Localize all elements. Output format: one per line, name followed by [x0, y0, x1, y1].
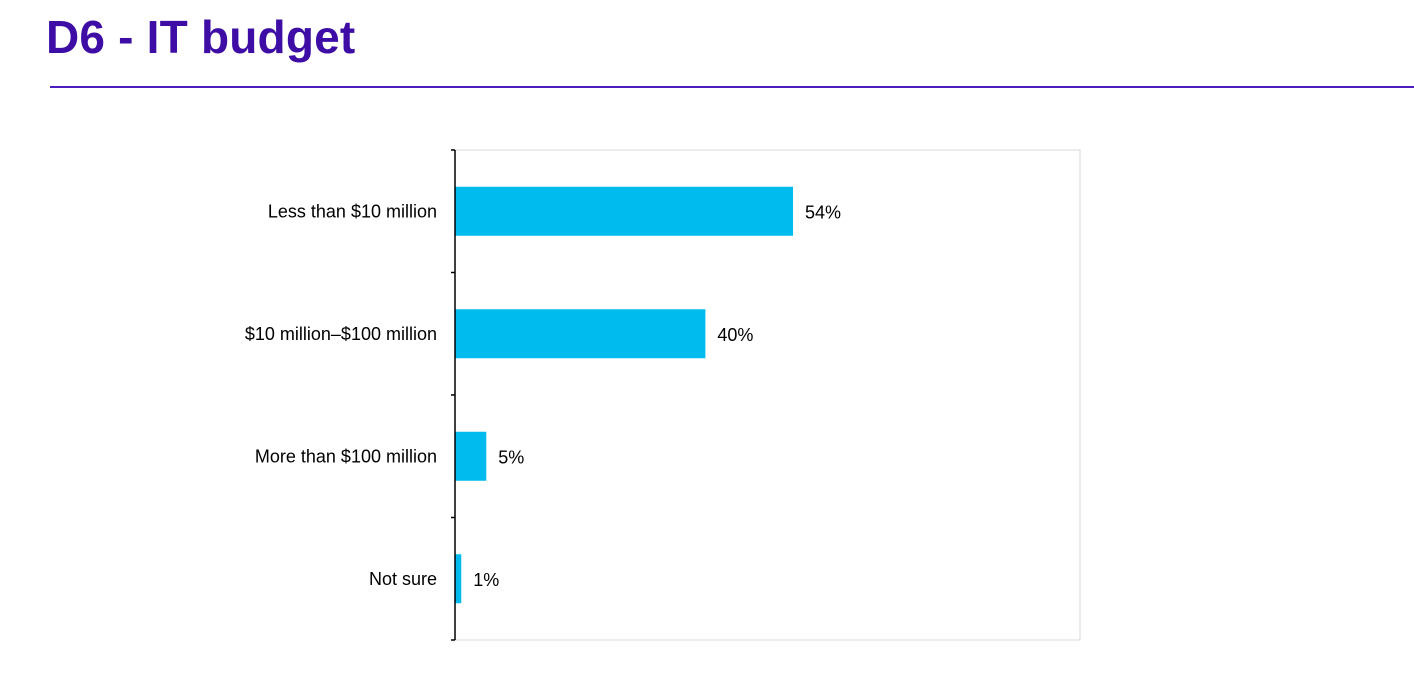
category-axis	[451, 149, 456, 641]
data-label: 5%	[498, 447, 524, 467]
category-label: More than $100 million	[255, 446, 437, 466]
data-label: 40%	[717, 325, 753, 345]
bar-less-than-10-million	[455, 186, 794, 236]
bars-group	[455, 186, 794, 604]
data-label: 54%	[805, 202, 841, 222]
labels-group: Less than $10 million 54% $10 million–$100…	[245, 201, 841, 590]
bar-more-than-100-million	[455, 431, 487, 481]
category-label: $10 million–$100 million	[245, 324, 437, 344]
category-label: Less than $10 million	[268, 201, 437, 221]
data-label: 1%	[473, 570, 499, 590]
category-label: Not sure	[369, 569, 437, 589]
page-title: D6 - IT budget	[46, 11, 356, 63]
title-divider	[50, 86, 1414, 88]
bar-not-sure	[455, 554, 462, 604]
bar-10-million-100-million	[455, 309, 706, 359]
